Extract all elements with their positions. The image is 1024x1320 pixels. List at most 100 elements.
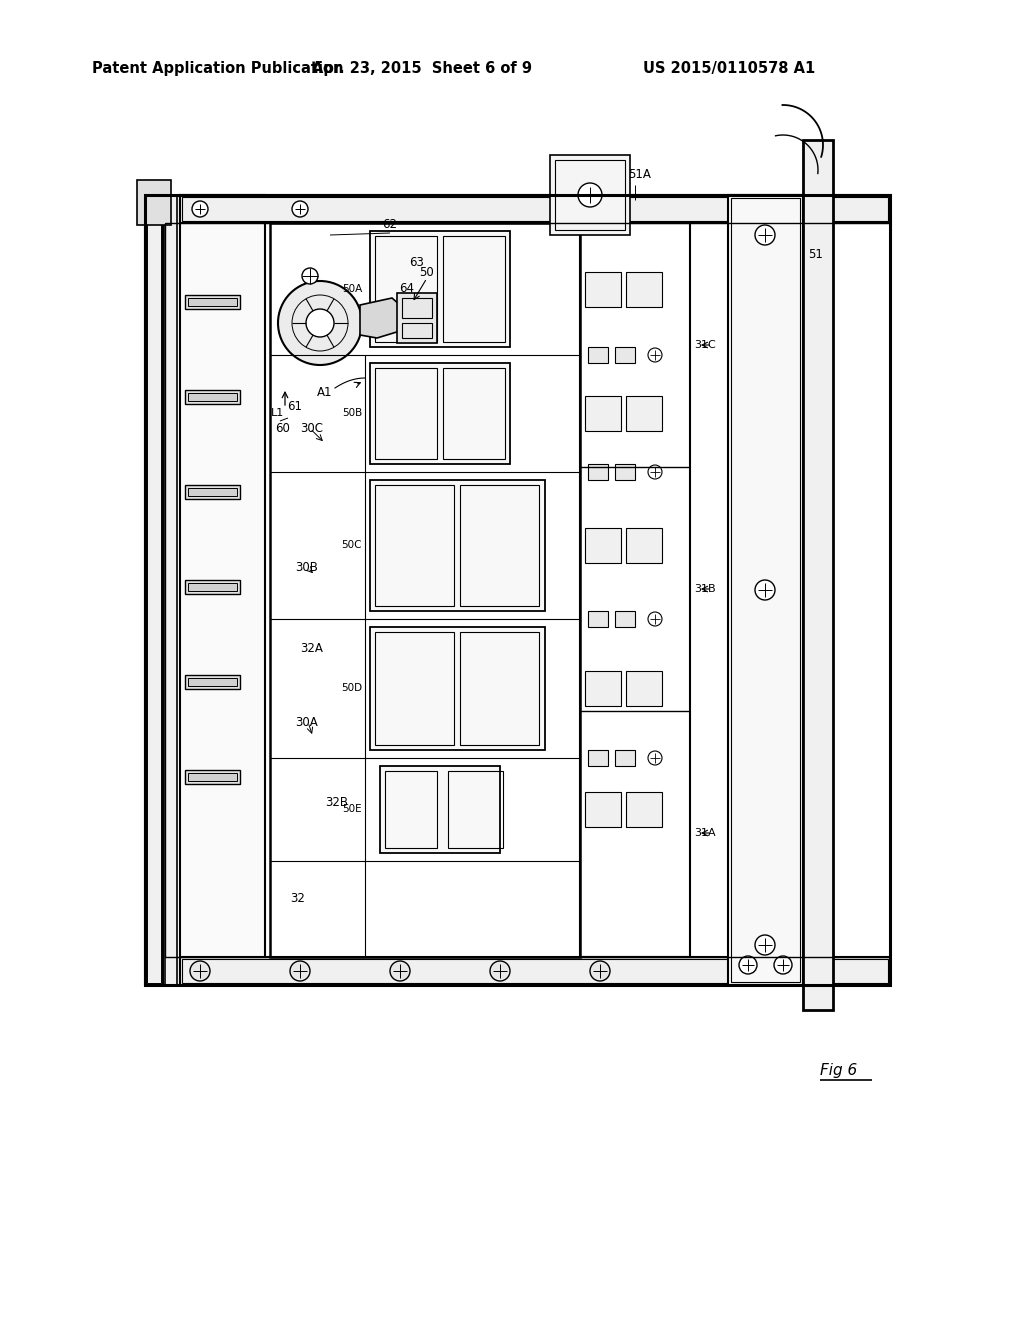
Bar — [402, 298, 432, 318]
Bar — [375, 484, 454, 606]
Text: Fig 6: Fig 6 — [820, 1063, 857, 1077]
Text: 60: 60 — [275, 421, 290, 434]
Bar — [188, 298, 237, 306]
Bar — [731, 198, 800, 982]
Bar — [615, 347, 635, 363]
Bar — [588, 347, 608, 363]
Bar — [185, 675, 240, 689]
Bar — [180, 195, 265, 985]
Bar — [270, 223, 580, 957]
Circle shape — [292, 201, 308, 216]
Bar — [588, 750, 608, 766]
Text: 32: 32 — [290, 892, 305, 904]
Bar — [188, 488, 237, 496]
Bar — [443, 236, 505, 342]
Text: Patent Application Publication: Patent Application Publication — [92, 61, 343, 75]
Bar — [615, 750, 635, 766]
Bar — [585, 792, 621, 828]
Bar — [449, 771, 503, 847]
Bar — [185, 484, 240, 499]
Bar — [145, 195, 890, 985]
Bar — [185, 389, 240, 404]
Circle shape — [490, 961, 510, 981]
Text: 32A: 32A — [300, 643, 323, 655]
Bar — [165, 223, 890, 957]
Bar — [626, 396, 662, 432]
Bar — [550, 154, 630, 235]
Circle shape — [278, 281, 362, 366]
Text: 50: 50 — [420, 267, 434, 280]
Bar — [728, 195, 803, 985]
Bar — [188, 583, 237, 591]
Bar — [385, 771, 437, 847]
Bar — [370, 480, 545, 611]
Bar — [585, 528, 621, 564]
Bar — [375, 236, 437, 342]
Bar — [443, 368, 505, 459]
Text: 31A: 31A — [694, 828, 716, 838]
Bar — [180, 195, 890, 223]
Bar — [803, 140, 833, 1010]
Bar — [626, 792, 662, 828]
Bar — [188, 774, 237, 781]
Bar — [165, 195, 177, 985]
Text: 50A: 50A — [342, 284, 362, 294]
Text: 50B: 50B — [342, 408, 362, 418]
Bar — [626, 272, 662, 308]
Circle shape — [306, 309, 334, 337]
Bar — [147, 197, 161, 983]
Circle shape — [755, 935, 775, 954]
Circle shape — [302, 268, 318, 284]
Bar — [188, 678, 237, 686]
Text: 61: 61 — [288, 400, 302, 412]
Bar — [370, 363, 510, 465]
Bar — [585, 671, 621, 706]
Text: 51A: 51A — [629, 169, 651, 181]
Bar — [185, 294, 240, 309]
Text: Apr. 23, 2015  Sheet 6 of 9: Apr. 23, 2015 Sheet 6 of 9 — [312, 61, 532, 75]
Bar — [185, 579, 240, 594]
Text: 30C: 30C — [300, 422, 323, 436]
Text: 31B: 31B — [694, 583, 716, 594]
Text: 64: 64 — [399, 281, 415, 294]
Bar — [585, 396, 621, 432]
Text: A1: A1 — [317, 387, 333, 400]
Bar — [626, 671, 662, 706]
Circle shape — [755, 224, 775, 246]
Bar — [585, 272, 621, 308]
Bar — [145, 195, 163, 985]
Text: 50D: 50D — [341, 682, 362, 693]
Polygon shape — [360, 298, 407, 338]
Circle shape — [590, 961, 610, 981]
Text: 32B: 32B — [325, 796, 348, 809]
Bar — [137, 180, 171, 224]
Circle shape — [578, 183, 602, 207]
Circle shape — [648, 612, 662, 626]
Bar — [626, 528, 662, 564]
Circle shape — [648, 465, 662, 479]
Text: 30B: 30B — [295, 561, 317, 574]
Bar — [588, 465, 608, 480]
Circle shape — [390, 961, 410, 981]
Bar — [615, 611, 635, 627]
Text: 63: 63 — [410, 256, 424, 269]
Bar — [188, 393, 237, 401]
Circle shape — [648, 751, 662, 766]
Text: L1: L1 — [270, 408, 284, 418]
Text: 30A: 30A — [295, 715, 317, 729]
Text: 50C: 50C — [341, 540, 362, 550]
Bar — [182, 960, 888, 983]
Text: 50E: 50E — [342, 804, 362, 814]
Bar — [555, 160, 625, 230]
Bar — [375, 368, 437, 459]
Bar — [182, 197, 888, 220]
Bar — [185, 770, 240, 784]
Text: 62: 62 — [383, 219, 397, 231]
Bar — [397, 293, 437, 343]
Text: US 2015/0110578 A1: US 2015/0110578 A1 — [643, 61, 815, 75]
Circle shape — [774, 956, 792, 974]
Bar — [460, 484, 539, 606]
Circle shape — [190, 961, 210, 981]
Bar — [370, 231, 510, 347]
Bar — [580, 223, 690, 957]
